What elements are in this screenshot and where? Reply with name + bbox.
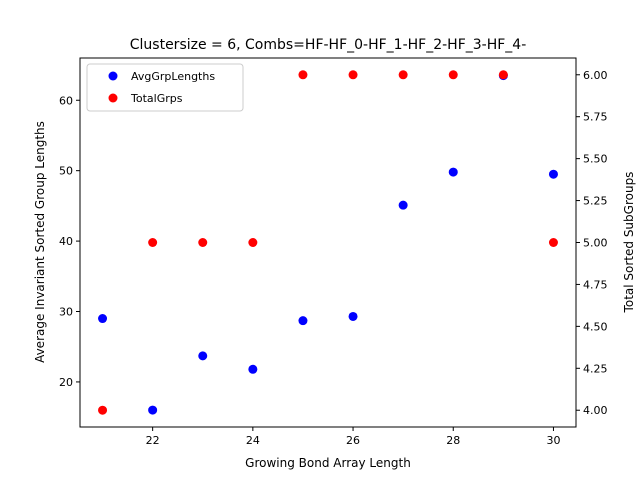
x-tick-label: 30 — [546, 434, 560, 447]
legend-marker-avggrplengths — [108, 71, 118, 81]
point-avggrplengths — [98, 314, 108, 324]
left-y-tick-label: 30 — [59, 306, 73, 319]
point-totalgrps — [398, 70, 408, 80]
x-tick-label: 28 — [446, 434, 460, 447]
chart-title: Clustersize = 6, Combs=HF-HF_0-HF_1-HF_2… — [130, 37, 527, 53]
data-points — [98, 70, 558, 415]
right-y-tick-label: 5.25 — [583, 195, 608, 208]
point-avggrplengths — [148, 405, 158, 415]
legend-marker-totalgrps — [108, 93, 118, 103]
left-y-axis-ticks: 20 30 40 50 60 — [59, 94, 80, 389]
left-y-tick-label: 50 — [59, 165, 73, 178]
point-totalgrps — [348, 70, 358, 80]
right-y-tick-label: 5.75 — [583, 111, 608, 124]
right-y-tick-label: 5.00 — [583, 237, 608, 250]
legend: AvgGrpLengths TotalGrps — [86, 63, 244, 112]
right-y-axis-ticks: 4.00 4.25 4.50 4.75 5.00 5.25 5.50 5.75 6.00 — [576, 69, 608, 417]
point-totalgrps — [498, 70, 508, 80]
right-y-tick-label: 4.25 — [583, 362, 608, 375]
left-y-tick-label: 40 — [59, 235, 73, 248]
point-totalgrps — [198, 238, 208, 247]
point-totalgrps — [298, 70, 308, 80]
point-avggrplengths — [448, 167, 458, 177]
point-totalgrps — [248, 238, 258, 247]
point-totalgrps — [98, 405, 108, 415]
right-y-axis-label: Total Sorted SubGroups — [622, 172, 636, 314]
x-tick-label: 22 — [146, 434, 160, 447]
x-tick-label: 24 — [246, 434, 260, 447]
legend-label-avggrplengths: AvgGrpLengths — [131, 70, 215, 83]
point-avggrplengths — [248, 364, 258, 374]
right-y-tick-label: 4.75 — [583, 278, 608, 291]
point-avggrplengths — [398, 200, 408, 210]
right-y-tick-label: 4.00 — [583, 404, 608, 417]
point-totalgrps — [548, 238, 558, 247]
x-axis-label: Growing Bond Array Length — [245, 456, 411, 470]
point-totalgrps — [448, 70, 458, 80]
x-axis-ticks: 22 24 26 28 30 — [146, 427, 560, 447]
legend-label-totalgrps: TotalGrps — [130, 92, 183, 105]
point-avggrplengths — [348, 311, 358, 321]
point-totalgrps — [148, 238, 158, 247]
left-y-tick-label: 20 — [59, 376, 73, 389]
right-y-tick-label: 6.00 — [583, 69, 608, 82]
point-avggrplengths — [198, 351, 208, 361]
legend-box — [86, 63, 244, 112]
point-avggrplengths — [548, 169, 558, 179]
point-avggrplengths — [298, 316, 308, 326]
right-y-tick-label: 5.50 — [583, 153, 608, 166]
right-y-tick-label: 4.50 — [583, 320, 608, 333]
left-y-tick-label: 60 — [59, 94, 73, 107]
left-y-axis-label: Average Invariant Sorted Group Lengths — [33, 121, 47, 363]
x-tick-label: 26 — [346, 434, 360, 447]
